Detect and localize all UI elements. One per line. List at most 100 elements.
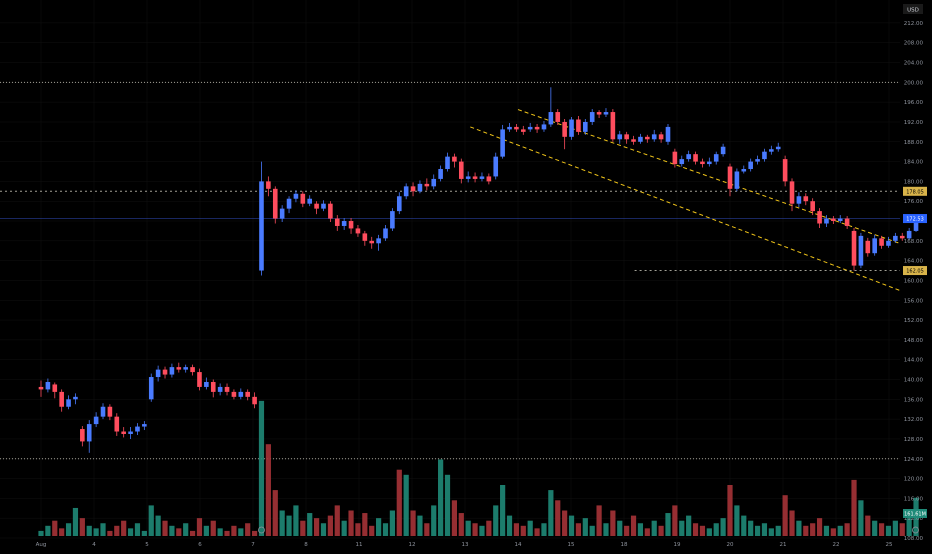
level-178-badge-label: 178.05 <box>906 189 924 195</box>
y-tick-label: 160.00 <box>904 278 924 284</box>
candle-body <box>837 218 843 222</box>
volume-bar <box>148 505 154 536</box>
volume-bar <box>692 523 699 536</box>
y-tick-label: 176.00 <box>904 199 924 205</box>
candle-body <box>142 424 147 427</box>
x-tick-label: 14 <box>515 542 522 548</box>
volume-bar <box>258 400 265 536</box>
volume-bar <box>816 518 823 536</box>
volume-bar <box>555 500 561 536</box>
y-tick-label: 128.00 <box>904 437 924 443</box>
candle-body <box>893 235 898 241</box>
volume-bar <box>272 490 278 536</box>
candle-body <box>155 369 161 378</box>
candle-body <box>610 112 616 140</box>
candle-body <box>700 161 705 165</box>
candle-body <box>755 159 760 162</box>
volume-bar <box>293 505 299 536</box>
y-tick-label: 188.00 <box>904 140 924 146</box>
candle-body <box>707 161 712 165</box>
volume-bar <box>837 525 843 536</box>
horizontal-levels[interactable] <box>0 81 900 460</box>
candle-body <box>548 112 554 125</box>
candle-body <box>748 161 753 170</box>
time-axis[interactable]: Aug 4 5 6 7 8 11 12 13 14 15 18 19 20 21 22 25 <box>36 542 893 548</box>
volume-bar <box>245 523 251 536</box>
candle-body <box>458 161 464 179</box>
x-tick-label: 21 <box>780 542 787 548</box>
volume-bar <box>38 530 44 536</box>
volume-bar <box>52 520 58 536</box>
last-price-badge <box>903 214 927 224</box>
x-tick-label: 12 <box>409 542 416 548</box>
candle-body <box>217 386 223 392</box>
x-tick-label: 25 <box>886 542 893 548</box>
level-162-badge <box>903 266 927 276</box>
candle-body <box>762 151 767 160</box>
trend-channel[interactable] <box>470 109 900 291</box>
volume-bar <box>624 525 630 536</box>
volume-bar <box>72 507 79 536</box>
candle-body <box>713 154 719 162</box>
volume-bar <box>568 515 575 536</box>
volume-bar <box>472 523 478 536</box>
volume-bar <box>424 523 430 536</box>
volume-bar <box>906 518 912 536</box>
volume-bar <box>217 528 223 536</box>
volume-bar <box>892 520 898 536</box>
candle-body <box>769 149 774 152</box>
currency-badge[interactable] <box>903 4 923 14</box>
volume-bar <box>548 490 554 536</box>
candle-body <box>383 228 388 239</box>
x-tick-label: 5 <box>145 542 149 548</box>
candle-body <box>438 169 443 179</box>
candle-body <box>782 159 788 182</box>
candle-body <box>334 218 340 226</box>
candle-body <box>424 183 430 187</box>
candle-body <box>886 240 891 246</box>
x-tick-label: 19 <box>674 542 681 548</box>
candle-body <box>631 139 636 142</box>
volume-bar <box>376 518 382 536</box>
candle-body <box>238 391 244 397</box>
y-tick-label: 144.00 <box>904 358 924 364</box>
volume-bar <box>417 515 423 536</box>
volume-bar <box>644 528 650 536</box>
candle-body <box>176 367 182 370</box>
candle-body <box>658 134 664 140</box>
volume-bar <box>307 513 313 536</box>
volume-bar <box>823 525 830 536</box>
y-tick-label: 140.00 <box>904 378 924 384</box>
candle-body <box>210 381 216 392</box>
candle-body <box>645 136 650 140</box>
volume-bar <box>183 523 189 536</box>
candle-body <box>445 156 450 170</box>
volume-bar <box>410 510 416 536</box>
candle-body <box>913 218 919 231</box>
candle-body <box>314 203 319 209</box>
candle-body <box>286 198 292 209</box>
volume-bar <box>562 510 568 536</box>
candle-body <box>148 377 154 400</box>
volume-bar <box>761 523 768 536</box>
volume-bar <box>334 505 340 536</box>
channel-upper-line[interactable] <box>517 109 900 244</box>
candle-body <box>789 181 795 204</box>
candle-body <box>231 391 237 397</box>
candle-body <box>906 230 912 239</box>
volume-bar <box>389 510 395 536</box>
volume-bar <box>348 510 354 536</box>
grid <box>0 0 900 539</box>
volume-bar <box>500 485 506 536</box>
candle-body <box>796 196 802 204</box>
candle-body <box>686 154 691 160</box>
volume-bar <box>224 530 230 536</box>
x-tick-label: 6 <box>198 542 202 548</box>
volume-bar <box>699 525 706 536</box>
volume-bar <box>706 528 712 536</box>
volume-bar <box>300 520 306 536</box>
candle-body <box>879 238 884 246</box>
volume-bar <box>107 530 113 536</box>
